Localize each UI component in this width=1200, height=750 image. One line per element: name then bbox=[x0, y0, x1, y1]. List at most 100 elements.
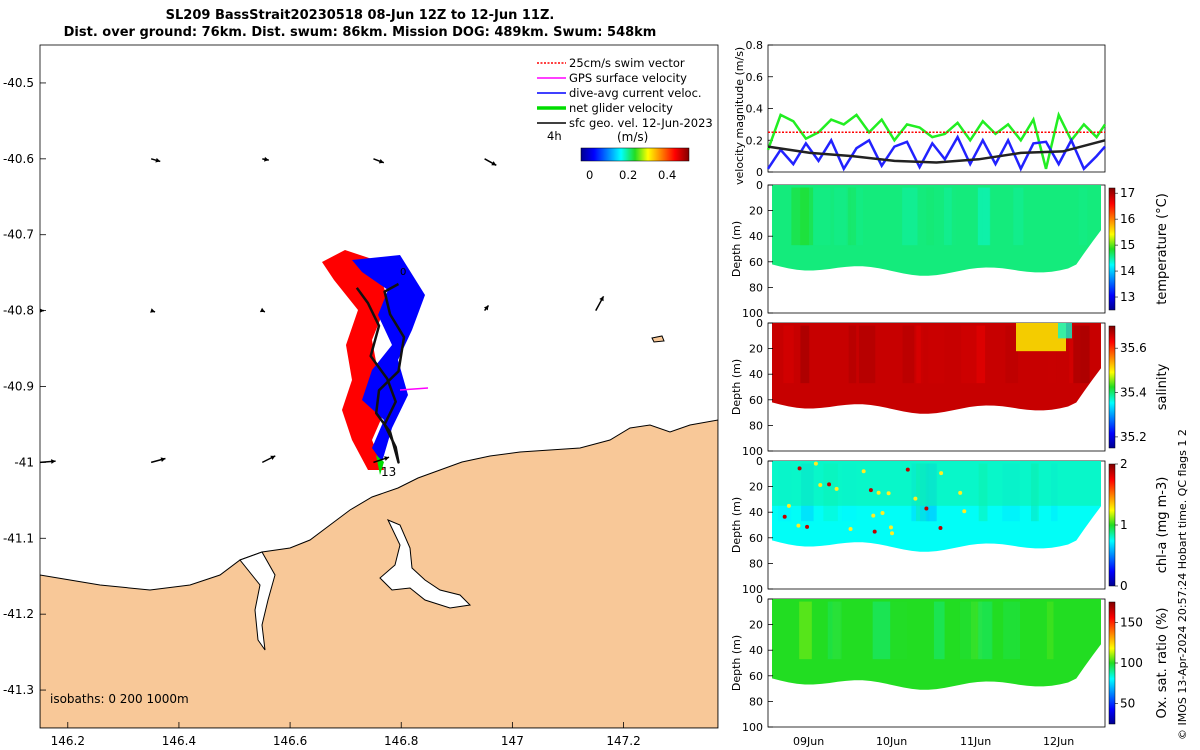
velocity-y-ticks: 0 0.2 0.4 0.6 0.8 bbox=[746, 39, 773, 179]
section-colorbar-tick-label: 14 bbox=[1120, 264, 1135, 278]
section-colorbar-tick-label: 100 bbox=[1120, 656, 1143, 670]
section-y-tick-label: 0 bbox=[756, 179, 763, 192]
section-colorbar-tick-label: 2 bbox=[1120, 457, 1128, 471]
section-field-upper-band bbox=[772, 461, 1101, 506]
chl-hotspot-point bbox=[938, 525, 943, 530]
chl-hotspot-point bbox=[880, 511, 885, 516]
section-field-variation bbox=[800, 325, 810, 384]
chl-hotspot-point bbox=[782, 514, 787, 519]
map-y-tick-label: -41 bbox=[14, 455, 34, 469]
section-y-tick-label: 80 bbox=[749, 419, 763, 432]
estuary bbox=[379, 519, 472, 609]
section-y-tick-label: 20 bbox=[749, 343, 763, 356]
section-y-tick-label: 100 bbox=[742, 445, 763, 458]
section-field-variation bbox=[872, 601, 891, 660]
section-field-variation bbox=[799, 601, 812, 660]
section-field-variation bbox=[848, 187, 857, 246]
section-colorbar-tick-label: 1 bbox=[1120, 518, 1128, 532]
legend-label-current: dive-avg current veloc. bbox=[569, 86, 702, 100]
section-field-variation bbox=[948, 187, 957, 246]
chl-hotspot-point bbox=[962, 509, 967, 514]
section-y-tick-label: 20 bbox=[749, 481, 763, 494]
swim-vector-fill bbox=[322, 250, 388, 470]
section-y-tick-label: 0 bbox=[756, 455, 763, 468]
time-tick-12jun: 12Jun bbox=[1043, 735, 1074, 748]
colorbar-tick-1: 0.2 bbox=[619, 168, 637, 182]
geo-vector-head bbox=[264, 156, 269, 162]
section-field-variation bbox=[1016, 601, 1028, 660]
map-x-tick-label: 146.4 bbox=[162, 734, 196, 748]
chl-hotspot-point bbox=[805, 524, 810, 529]
map-y-ticks: -40.5 -40.6 -40.7 -40.8 -40.9 -41 -41.1 -41.2 -4… bbox=[3, 76, 46, 697]
colorbar-title: (m/s) bbox=[617, 130, 648, 144]
velocity-series-line bbox=[767, 139, 1106, 164]
section-panel: 0 20 40 60 80 100 Depth (m) 35.6 35.4 35.2 salinit… bbox=[730, 317, 1170, 458]
legend-label-gps: GPS surface velocity bbox=[569, 71, 687, 85]
section-colorbar-label: chl-a (mg m-3) bbox=[1155, 477, 1170, 574]
track-start-label: 0 bbox=[400, 267, 406, 278]
section-field-variation bbox=[914, 325, 924, 384]
velocity-y-tick-label: 0.2 bbox=[746, 134, 764, 147]
map-x-tick-label: 147.2 bbox=[606, 734, 640, 748]
chl-hotspot-point bbox=[834, 486, 839, 491]
section-field-variation bbox=[848, 325, 857, 384]
chl-hotspot-point bbox=[818, 482, 823, 487]
chl-hotspot-point bbox=[848, 527, 853, 532]
section-field-fresh-patch bbox=[1016, 323, 1066, 352]
section-field-variation bbox=[933, 601, 945, 660]
map-y-tick-label: -40.9 bbox=[3, 380, 34, 394]
plot-title-line-1: SL209 BassStrait20230518 08-Jun 12Z to 1… bbox=[165, 8, 555, 23]
section-field-variation bbox=[1046, 601, 1054, 660]
chl-hotspot-point bbox=[886, 491, 891, 496]
section-colorbar-tick-label: 35.4 bbox=[1120, 386, 1147, 400]
velocity-y-tick-label: 0.6 bbox=[746, 71, 764, 84]
section-y-tick-label: 100 bbox=[742, 307, 763, 320]
section-field-variation bbox=[1047, 325, 1057, 384]
geo-vector-head bbox=[384, 456, 390, 461]
velocity-y-tick-label: 0.4 bbox=[746, 103, 764, 116]
section-ylabel: Depth (m) bbox=[730, 635, 743, 691]
section-y-tick-label: 40 bbox=[749, 506, 763, 519]
glider-track-line bbox=[355, 282, 406, 464]
chl-hotspot-point bbox=[786, 503, 791, 508]
colorbar-tick-0: 0 bbox=[586, 168, 593, 182]
section-field-variation bbox=[791, 187, 810, 246]
map-y-tick-label: -41.2 bbox=[3, 607, 34, 621]
section-field-variation bbox=[813, 187, 831, 246]
geo-vector-head bbox=[491, 161, 497, 166]
velocity-series bbox=[766, 111, 1107, 172]
section-panel: 0 20 40 60 80 100 Depth (m) 150 100 50 Ox. sat. ra… bbox=[730, 593, 1170, 734]
legend-label-net: net glider velocity bbox=[569, 101, 673, 115]
map-x-tick-label: 146.2 bbox=[51, 734, 85, 748]
map-y-tick-label: -40.7 bbox=[3, 228, 34, 242]
tasmania-land bbox=[40, 419, 718, 728]
chl-hotspot-point bbox=[958, 490, 963, 495]
geo-vector-head bbox=[378, 158, 384, 164]
section-colorbar-tick-label: 16 bbox=[1120, 212, 1135, 226]
section-y-tick-label: 80 bbox=[749, 281, 763, 294]
section-field-variation bbox=[959, 601, 976, 660]
velocity-series-line bbox=[766, 111, 1107, 170]
section-y-tick-label: 80 bbox=[749, 695, 763, 708]
section-y-tick-label: 60 bbox=[749, 532, 763, 545]
section-field-variation bbox=[834, 187, 847, 246]
current-vector-fill bbox=[352, 255, 425, 462]
map-y-tick-label: -40.5 bbox=[3, 76, 34, 90]
section-field-variation bbox=[1078, 187, 1088, 246]
geo-vector-head bbox=[483, 305, 489, 311]
section-field-variation bbox=[830, 601, 842, 660]
chl-hotspot-point bbox=[872, 529, 877, 534]
map-legend: 25cm/s swim vector GPS surface velocity … bbox=[537, 56, 713, 182]
chl-hotspot-point bbox=[876, 490, 881, 495]
section-y-tick-label: 40 bbox=[749, 644, 763, 657]
chl-hotspot-point bbox=[871, 513, 876, 518]
map-colorbar bbox=[580, 147, 690, 162]
map-y-tick-label: -40.6 bbox=[3, 152, 34, 166]
chl-hotspot-point bbox=[939, 471, 944, 476]
section-colorbar-tick-label: 150 bbox=[1120, 615, 1143, 629]
velocity-y-tick-label: 0 bbox=[756, 166, 763, 179]
section-field-variation bbox=[978, 601, 993, 660]
geo-vector-head bbox=[160, 457, 166, 462]
